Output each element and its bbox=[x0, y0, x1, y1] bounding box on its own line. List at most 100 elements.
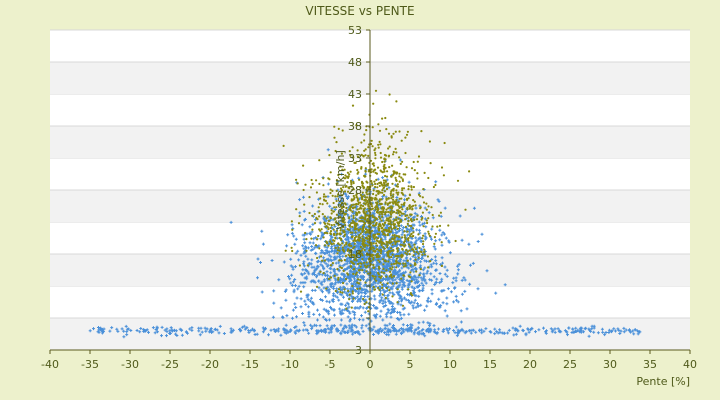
data-point-olive bbox=[374, 185, 377, 189]
data-point-olive bbox=[443, 141, 446, 145]
data-point-blue bbox=[290, 283, 294, 287]
data-point-blue bbox=[384, 278, 388, 281]
data-point-olive bbox=[421, 242, 425, 246]
data-point-blue bbox=[339, 331, 343, 335]
data-point-olive bbox=[337, 193, 340, 196]
data-point-blue bbox=[421, 268, 425, 272]
data-point-olive bbox=[330, 209, 333, 212]
data-point-olive bbox=[352, 297, 355, 300]
data-point-blue bbox=[349, 287, 353, 291]
data-point-olive bbox=[371, 126, 374, 129]
data-point-olive bbox=[417, 256, 420, 259]
data-point-blue bbox=[414, 236, 418, 240]
data-point-olive bbox=[390, 136, 393, 139]
data-point-blue bbox=[322, 267, 326, 271]
data-point-blue bbox=[394, 332, 398, 336]
data-point-blue bbox=[414, 294, 418, 298]
data-point-olive bbox=[330, 242, 333, 245]
data-point-olive bbox=[371, 184, 374, 187]
data-point-olive bbox=[339, 232, 342, 235]
data-point-blue bbox=[432, 324, 436, 328]
x-tick-label: -5 bbox=[325, 358, 336, 371]
data-point-olive bbox=[387, 197, 390, 200]
data-point-blue bbox=[198, 333, 202, 337]
data-point-blue bbox=[381, 176, 385, 180]
data-point-olive bbox=[406, 222, 409, 225]
data-point-olive bbox=[329, 188, 332, 191]
data-point-blue bbox=[286, 330, 290, 334]
data-point-olive bbox=[354, 161, 357, 164]
data-point-blue bbox=[211, 330, 215, 334]
data-point-blue bbox=[319, 263, 323, 267]
data-point-blue bbox=[358, 318, 361, 322]
data-point-blue bbox=[409, 301, 413, 305]
data-point-blue bbox=[566, 333, 569, 337]
data-point-olive bbox=[342, 231, 345, 234]
data-point-olive bbox=[343, 234, 346, 238]
data-point-blue bbox=[315, 329, 318, 333]
data-point-olive bbox=[433, 236, 436, 239]
data-point-blue bbox=[290, 273, 294, 277]
data-point-blue bbox=[344, 324, 348, 328]
data-point-blue bbox=[400, 233, 404, 237]
data-point-blue bbox=[407, 283, 411, 287]
data-point-olive bbox=[324, 195, 327, 198]
data-point-blue bbox=[480, 232, 484, 236]
data-point-blue bbox=[333, 256, 337, 260]
data-point-blue bbox=[314, 252, 318, 256]
data-point-blue bbox=[418, 223, 422, 227]
data-point-olive bbox=[421, 237, 424, 240]
data-point-blue bbox=[498, 330, 502, 334]
data-point-olive bbox=[318, 210, 321, 213]
data-point-olive bbox=[360, 181, 364, 184]
data-point-blue bbox=[604, 331, 608, 334]
data-point-olive bbox=[401, 236, 404, 239]
data-point-blue bbox=[445, 302, 449, 306]
data-point-blue bbox=[512, 333, 516, 337]
data-point-olive bbox=[398, 197, 401, 200]
data-point-blue bbox=[434, 180, 438, 184]
data-point-olive bbox=[375, 256, 378, 259]
data-point-olive bbox=[389, 270, 392, 273]
data-point-blue bbox=[347, 195, 350, 199]
data-point-olive bbox=[347, 186, 350, 189]
data-point-blue bbox=[260, 290, 264, 294]
data-point-blue bbox=[332, 258, 336, 262]
data-point-blue bbox=[357, 244, 361, 248]
data-point-olive bbox=[356, 262, 360, 266]
data-point-blue bbox=[360, 314, 363, 318]
data-point-blue bbox=[310, 327, 314, 331]
data-point-olive bbox=[364, 148, 367, 151]
data-point-olive bbox=[393, 262, 396, 265]
data-point-olive bbox=[393, 236, 396, 239]
data-point-blue bbox=[391, 271, 395, 275]
data-point-blue bbox=[324, 251, 328, 255]
data-point-olive bbox=[308, 196, 311, 199]
data-point-olive bbox=[328, 154, 331, 157]
data-point-olive bbox=[375, 279, 378, 282]
data-point-olive bbox=[337, 127, 340, 130]
data-point-olive bbox=[340, 239, 343, 242]
data-point-blue bbox=[305, 295, 309, 299]
data-point-olive bbox=[351, 225, 354, 228]
data-point-blue bbox=[303, 276, 307, 280]
data-point-olive bbox=[372, 285, 375, 289]
data-point-blue bbox=[346, 235, 349, 239]
data-point-olive bbox=[377, 259, 380, 262]
data-point-olive bbox=[323, 244, 326, 247]
data-point-olive bbox=[390, 274, 393, 277]
data-point-olive bbox=[327, 219, 331, 223]
data-point-blue bbox=[316, 318, 319, 322]
data-point-blue bbox=[279, 333, 283, 337]
data-point-olive bbox=[427, 230, 430, 233]
data-point-blue bbox=[398, 259, 402, 263]
data-point-blue bbox=[309, 299, 312, 303]
data-point-blue bbox=[412, 270, 416, 274]
data-point-blue bbox=[299, 305, 303, 309]
data-point-olive bbox=[352, 216, 355, 219]
data-point-blue bbox=[393, 328, 397, 332]
data-point-blue bbox=[299, 297, 303, 301]
data-point-blue bbox=[366, 295, 370, 299]
data-point-blue bbox=[325, 324, 329, 328]
data-point-olive bbox=[422, 240, 425, 243]
